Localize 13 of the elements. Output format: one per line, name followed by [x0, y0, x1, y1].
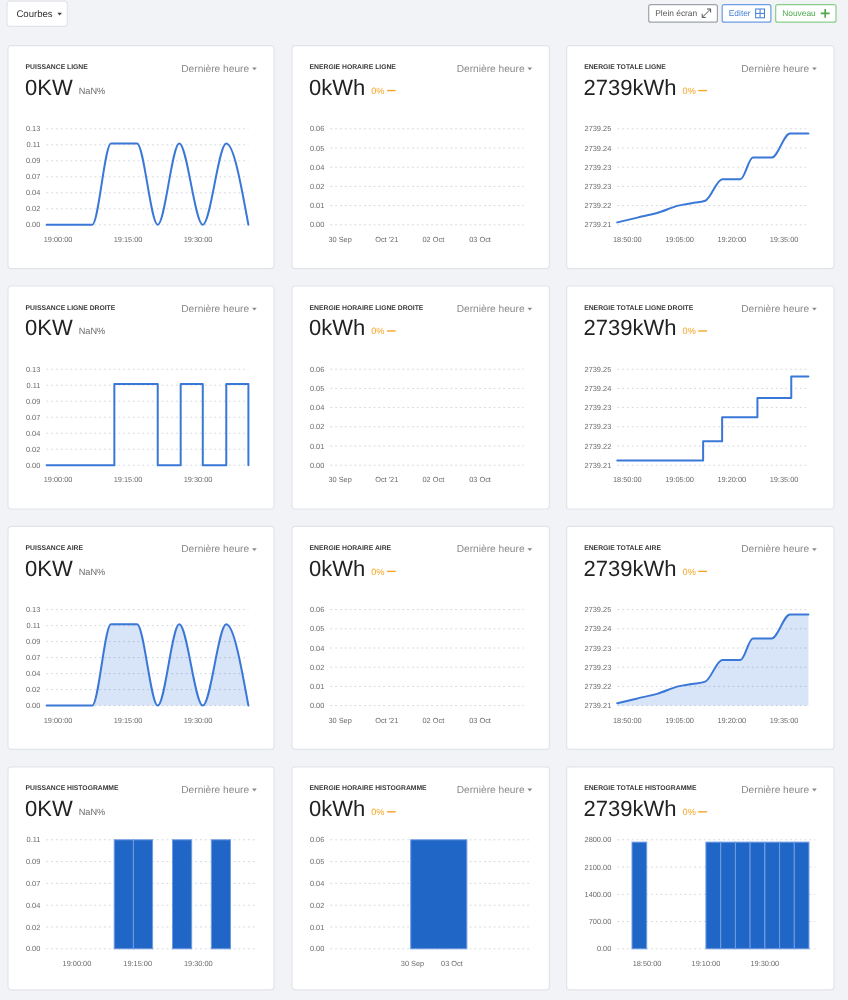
line-series	[616, 132, 810, 224]
chart-subtitle: 0kWh	[309, 798, 366, 822]
chart-subtitle: 0kWh	[309, 317, 366, 342]
chart-subtitle: 2739kWh	[583, 557, 677, 582]
chart-subtitle: 0KW	[25, 317, 74, 342]
chart-subtitle: 0KW	[25, 557, 74, 582]
chart-subtitle: 0KW	[25, 76, 74, 101]
chart-subtitle: 0KW	[25, 798, 74, 822]
chart-subtitle: 2739kWh	[583, 76, 677, 101]
chart-subtitle: 0kWh	[309, 76, 366, 101]
chart-subtitle: 0kWh	[309, 557, 366, 582]
chart-subtitle: 2739kWh	[583, 317, 677, 342]
chart-subtitle: 2739kWh	[583, 798, 677, 822]
